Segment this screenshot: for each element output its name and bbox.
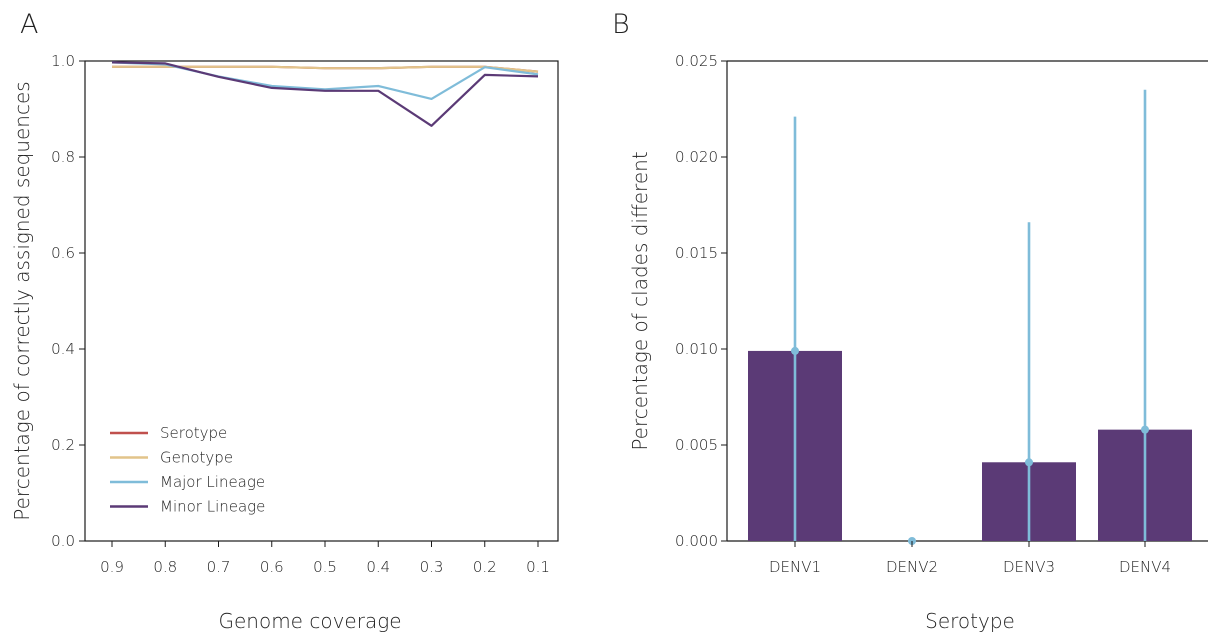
panel-a-x-ticks: 0.9 0.8 0.7 0.6 0.5 0.4 0.3 0.2 0.1 — [100, 541, 550, 576]
panel-b-y-tick-label: 0.020 — [675, 148, 718, 166]
panel-a-y-tick-label: 0.2 — [51, 436, 75, 454]
panel-b-y-ticks: 0.000 0.005 0.010 0.015 0.020 0.025 — [675, 52, 727, 550]
legend-label-serotype: Serotype — [160, 424, 227, 442]
panel-a-x-tick-label: 0.6 — [260, 558, 284, 576]
panel-a-legend: Serotype Genotype Major Lineage Minor Linea… — [110, 424, 265, 516]
panel-b-y-tick-label: 0.015 — [675, 244, 718, 262]
panel-b-y-tick-label: 0.025 — [675, 52, 718, 70]
panel-a-x-axis-title: Genome coverage — [218, 609, 401, 633]
panel-b-label: B — [612, 9, 630, 40]
panel-b-bars — [748, 350, 1192, 541]
panel-a-x-tick-label: 0.9 — [100, 558, 124, 576]
mean-point-denv1 — [791, 346, 799, 355]
panel-b-x-axis-title: Serotype — [925, 609, 1015, 633]
panel-a-x-tick-label: 0.5 — [313, 558, 337, 576]
panel-a-y-axis-title: Percentage of correctly assigned sequenc… — [10, 81, 34, 520]
mean-point-denv4 — [1141, 425, 1149, 434]
panel-a-x-tick-label: 0.7 — [207, 558, 231, 576]
mean-point-denv3 — [1025, 458, 1033, 467]
legend-label-minor-lineage: Minor Lineage — [160, 498, 265, 516]
panel-a-plot-frame — [84, 60, 559, 542]
panel-a-y-ticks: 0.0 0.2 0.4 0.6 0.8 1.0 — [51, 52, 85, 550]
panel-a-line-minor-lineage — [111, 61, 539, 127]
panel-b-y-tick-label: 0.000 — [675, 532, 718, 550]
panel-a-y-tick-label: 0.0 — [51, 532, 75, 550]
panel-a-series-lines — [111, 61, 539, 127]
legend-label-major-lineage: Major Lineage — [160, 473, 265, 491]
panel-a-y-tick-label: 0.6 — [51, 244, 75, 262]
panel-a-y-tick-label: 0.4 — [51, 340, 75, 358]
panel-b-x-tick-label: DENV3 — [1003, 558, 1055, 576]
legend-label-genotype: Genotype — [160, 449, 233, 467]
panel-b-y-tick-label: 0.005 — [675, 436, 718, 454]
panel-b-x-ticks: DENV1 DENV2 DENV3 DENV4 — [769, 541, 1171, 576]
panel-a-x-tick-label: 0.2 — [473, 558, 497, 576]
panel-b-y-tick-label: 0.010 — [675, 340, 718, 358]
panel-a-x-tick-label: 0.4 — [366, 558, 390, 576]
panel-a: A 0.00.20.40.60.81.0 0.9 0.8 0.7 0.6 0.5 0.4 0… — [10, 9, 559, 633]
panel-b-x-tick-label: DENV4 — [1119, 558, 1171, 576]
panel-a-y-tick-label: 1.0 — [51, 52, 75, 70]
panel-a-x-tick-label: 0.3 — [420, 558, 444, 576]
panel-b-error-bars — [791, 89, 1149, 545]
panel-b-y-axis-title: Percentage of clades different — [628, 151, 652, 450]
panel-a-label: A — [20, 9, 38, 40]
panel-a-x-tick-label: 0.1 — [526, 558, 550, 576]
panel-b-x-tick-label: DENV1 — [769, 558, 821, 576]
panel-a-y-tick-label: 0.8 — [51, 148, 75, 166]
panel-b-x-tick-label: DENV2 — [886, 558, 938, 576]
panel-a-x-tick-label: 0.8 — [153, 558, 177, 576]
